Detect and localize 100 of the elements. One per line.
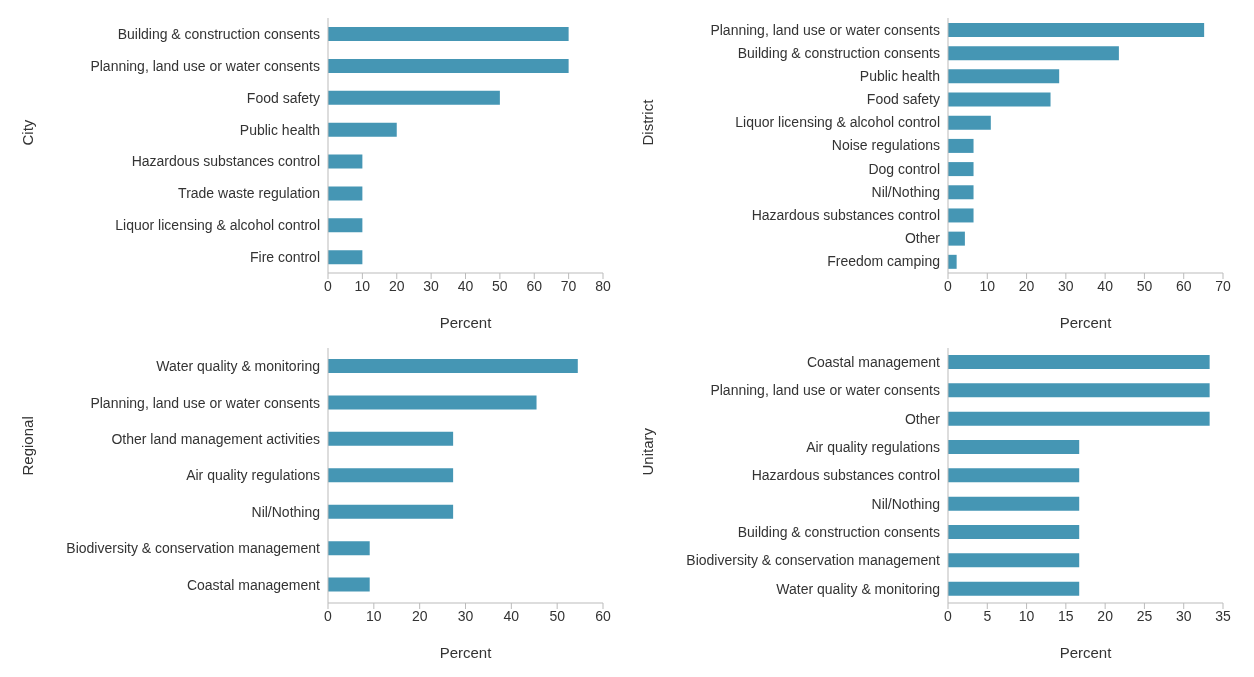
bar [948, 46, 1119, 61]
y-tick-label: Nil/Nothing [871, 495, 940, 512]
x-tick-label: 10 [979, 277, 996, 294]
y-tick-label: Biodiversity & conservation management [66, 540, 321, 557]
y-tick-label: Water quality & monitoring [156, 358, 320, 375]
x-tick-label: 20 [1097, 607, 1114, 624]
x-tick-label: 30 [1058, 277, 1074, 294]
y-tick-label: Liquor licensing & alcohol control [115, 217, 320, 234]
y-tick-label: Water quality & monitoring [776, 580, 940, 597]
y-axis-title: City [19, 119, 37, 146]
x-tick-label: 5 [983, 607, 992, 624]
y-tick-label: Other land management activities [111, 431, 320, 448]
x-tick-label: 60 [1175, 277, 1192, 294]
bar [948, 231, 965, 246]
x-tick-label: 0 [324, 277, 333, 294]
x-tick-label: 25 [1136, 607, 1153, 624]
bar [328, 504, 454, 519]
bar [328, 122, 397, 137]
x-tick-label: 20 [388, 277, 405, 294]
x-tick-label: 0 [944, 607, 953, 624]
y-tick-label: Planning, land use or water consents [90, 57, 320, 74]
y-tick-label: Public health [859, 67, 940, 84]
y-tick-label: Nil/Nothing [251, 503, 320, 520]
bar [948, 23, 1205, 37]
y-axis-title: Regional [19, 416, 37, 476]
y-tick-label: Noise regulations [831, 137, 940, 154]
x-tick-label: 20 [1018, 277, 1035, 294]
x-tick-label: 10 [354, 277, 371, 294]
x-tick-label: 30 [423, 277, 440, 294]
bar [948, 185, 974, 200]
x-tick-label: 40 [457, 277, 474, 294]
bar [328, 186, 363, 201]
y-tick-label: Nil/Nothing [871, 183, 940, 200]
bar [328, 27, 569, 41]
bar [328, 58, 569, 73]
x-tick-label: 20 [411, 607, 428, 624]
x-tick-label: 80 [595, 277, 611, 294]
y-tick-label: Food safety [246, 89, 320, 106]
y-tick-label: Liquor licensing & alcohol control [735, 114, 940, 131]
y-tick-label: Freedom camping [827, 253, 940, 270]
y-tick-label: Hazardous substances control [131, 153, 320, 170]
bar [328, 218, 363, 233]
x-tick-label: 30 [457, 607, 474, 624]
x-tick-label: 10 [1018, 607, 1035, 624]
y-tick-label: Hazardous substances control [751, 467, 940, 484]
x-tick-label: 50 [1136, 277, 1153, 294]
y-tick-label: Planning, land use or water consents [710, 21, 940, 38]
bar [948, 69, 1060, 84]
bar [328, 541, 370, 556]
y-tick-label: Building & construction consents [117, 25, 320, 42]
x-tick-label: 50 [549, 607, 566, 624]
x-tick-label: 0 [944, 277, 953, 294]
y-tick-label: Building & construction consents [737, 524, 940, 541]
y-tick-label: Dog control [868, 160, 940, 177]
y-tick-label: Biodiversity & conservation management [686, 552, 941, 569]
bar [948, 92, 1051, 107]
y-tick-label: Planning, land use or water consents [90, 394, 320, 411]
x-tick-label: 30 [1175, 607, 1192, 624]
bar [328, 90, 500, 105]
y-axis-title: Unitary [639, 427, 657, 476]
bar [948, 208, 974, 223]
y-tick-label: Other [904, 230, 941, 247]
x-axis-title: Percent [439, 644, 493, 661]
x-tick-label: 70 [1215, 277, 1231, 294]
x-tick-label: 70 [560, 277, 577, 294]
y-tick-label: Coastal management [186, 576, 321, 593]
bar [328, 468, 454, 483]
x-axis-title: Percent [1059, 314, 1113, 331]
bar [948, 254, 957, 269]
x-tick-label: 15 [1058, 607, 1074, 624]
y-tick-label: Air quality regulations [186, 467, 320, 484]
y-tick-label: Planning, land use or water consents [710, 382, 940, 399]
bar [328, 359, 578, 373]
bar [328, 395, 537, 410]
bar [948, 162, 974, 177]
bar [948, 138, 974, 153]
y-tick-label: Food safety [866, 91, 940, 108]
bar [948, 115, 991, 130]
x-tick-label: 40 [503, 607, 520, 624]
x-tick-label: 50 [492, 277, 508, 294]
x-axis-title: Percent [439, 314, 493, 331]
y-axis-title: District [639, 98, 657, 146]
x-tick-label: 0 [324, 607, 333, 624]
x-tick-label: 40 [1097, 277, 1114, 294]
y-tick-label: Hazardous substances control [751, 207, 940, 224]
y-tick-label: Air quality regulations [806, 439, 940, 456]
y-tick-label: Other [904, 410, 941, 427]
bar [328, 154, 363, 169]
y-tick-label: Public health [239, 121, 320, 138]
x-tick-label: 10 [366, 607, 382, 624]
bar [328, 431, 454, 446]
x-axis-title: Percent [1059, 644, 1113, 661]
y-tick-label: Building & construction consents [737, 44, 940, 61]
y-tick-label: Fire control [249, 249, 320, 266]
bar [328, 250, 363, 265]
y-tick-label: Coastal management [806, 354, 941, 371]
bar [328, 577, 370, 592]
x-tick-label: 60 [526, 277, 543, 294]
x-tick-label: 35 [1215, 607, 1231, 624]
y-tick-label: Trade waste regulation [178, 185, 320, 202]
